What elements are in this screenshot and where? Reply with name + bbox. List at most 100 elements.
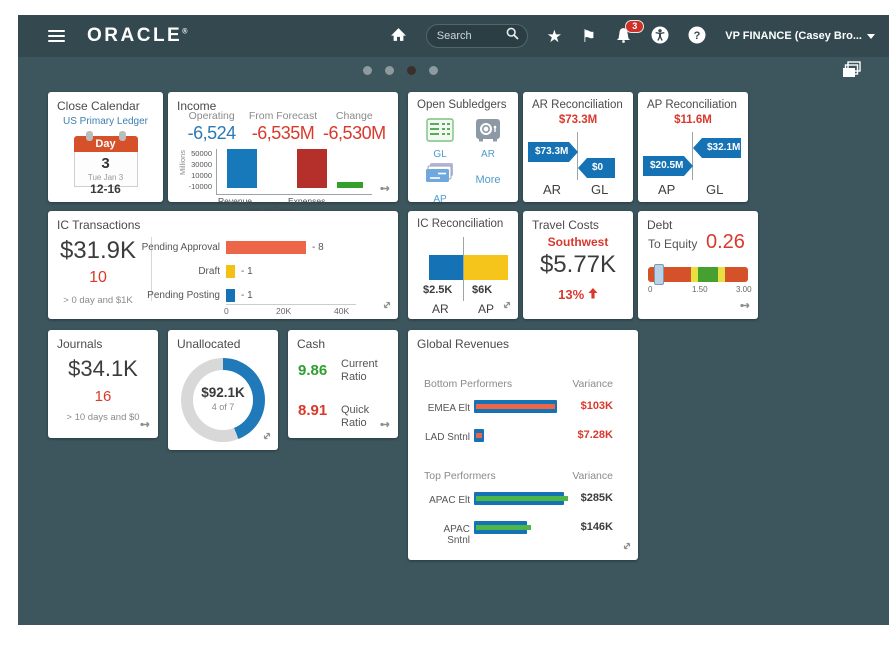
right-label: GL: [706, 182, 724, 197]
bar-row-label: Pending Posting: [147, 290, 220, 301]
card-title: Global Revenues: [417, 337, 510, 351]
search-box[interactable]: [425, 24, 528, 48]
accessibility-icon[interactable]: [651, 26, 669, 47]
metric-value: -6,524: [187, 123, 237, 143]
donut-caption: 4 of 7: [211, 402, 235, 412]
bar-income: [337, 182, 363, 188]
quick-ratio-value: 8.91: [298, 402, 328, 419]
user-menu-caret-icon: [867, 33, 875, 39]
left-label: AR: [543, 182, 562, 197]
card-debt: Debt To Equity 0.26 0 1.50 3.00: [638, 211, 758, 319]
card-cash: Cash 9.86 Current Ratio 8.91 Quick Ratio: [288, 330, 398, 438]
income-bar-chart: [216, 149, 372, 195]
current-ratio-value: 9.86: [298, 362, 328, 379]
expand-icon[interactable]: [382, 297, 392, 315]
reconciliation-difference: $73.3M: [558, 114, 598, 126]
card-ic-reconciliation: IC Reconciliation $2.5K $6K AR AP: [408, 211, 518, 319]
change-percent: 13%: [523, 287, 633, 302]
left-label: AP: [658, 182, 676, 197]
bar-apac-sntnl: [474, 521, 531, 534]
expand-icon[interactable]: [622, 538, 632, 556]
row-label: APAC Sntnl: [443, 524, 471, 546]
reconciliation-difference: $11.6M: [674, 114, 712, 126]
bar-revenue: [227, 149, 257, 188]
divider-line: [463, 237, 464, 301]
metric-label: From Forecast: [248, 110, 318, 122]
page-dot-3-active[interactable]: [407, 66, 416, 75]
row-label: LAD Sntnl: [424, 432, 470, 443]
card-title: Journals: [57, 337, 103, 351]
expand-icon[interactable]: [262, 428, 272, 446]
flip-card-arrow-icon[interactable]: [740, 297, 752, 315]
bar-lad-sntnl: [474, 429, 484, 442]
metric-value: 0.26: [706, 231, 745, 253]
left-amount-tag: $73.3M: [528, 142, 578, 162]
watchlist-flag-icon[interactable]: ⚑: [581, 26, 597, 46]
page-dot-2[interactable]: [385, 66, 394, 75]
checks-icon: [425, 163, 455, 191]
bar-pending-posting: [226, 289, 235, 302]
divider-line: [151, 237, 152, 301]
right-amount-tag: $32.1M: [693, 138, 741, 158]
flip-card-arrow-icon[interactable]: [380, 180, 392, 198]
page-indicator: [363, 66, 438, 75]
metric-value: -6,535M: [251, 123, 315, 143]
count: 16: [94, 388, 112, 405]
infolet-pages-icon[interactable]: [842, 61, 862, 85]
card-title: IC Transactions: [57, 218, 141, 232]
metric-label: Change: [335, 110, 373, 122]
y-axis-ticks: 50000 30000 10000 -10000: [188, 149, 212, 191]
amount: $31.9K: [59, 237, 137, 264]
search-icon[interactable]: [506, 27, 519, 45]
card-journals: Journals $34.1K 16 > 10 days and $0: [48, 330, 158, 438]
subledger-label: AR: [481, 149, 495, 160]
expand-icon[interactable]: [502, 297, 512, 315]
page-dot-4[interactable]: [429, 66, 438, 75]
donut-amount: $92.1K: [201, 385, 245, 400]
x-axis-tick: 20K: [276, 306, 292, 316]
count: 10: [89, 269, 107, 286]
bar-row-label: Pending Approval: [141, 242, 220, 253]
bar-pending-approval: [226, 241, 306, 254]
svg-text:?: ?: [694, 30, 701, 42]
metric-value: -6,530M: [323, 123, 386, 143]
income-metrics: Operating -6,524 From Forecast -6,535M C…: [176, 110, 390, 144]
favorites-star-icon[interactable]: ★: [546, 26, 563, 46]
navigator-menu-icon[interactable]: [48, 27, 65, 45]
card-ap-reconciliation: AP Reconciliation $11.6M $20.5M $32.1M A…: [638, 92, 748, 202]
flip-card-arrow-icon[interactable]: [140, 416, 152, 434]
ledger-link[interactable]: US Primary Ledger: [62, 116, 149, 127]
bar-row-label: Draft: [198, 266, 220, 277]
subledger-gl[interactable]: GL: [418, 118, 462, 160]
bar-label: AP: [478, 302, 495, 316]
user-menu[interactable]: VP FINANCE (Casey Bro...: [725, 30, 875, 42]
card-title: Close Calendar: [57, 99, 140, 113]
quick-ratio-label: Quick Ratio: [341, 404, 370, 430]
subledgers-more-link[interactable]: More: [466, 172, 510, 186]
calendar-icon: Day 3 Tue Jan 3: [73, 131, 138, 187]
home-icon[interactable]: [390, 27, 407, 45]
notifications-bell-icon[interactable]: 3: [615, 19, 645, 46]
x-axis-line: [226, 304, 356, 305]
amount: $5.77K: [539, 251, 617, 278]
section-header: Bottom Performers: [424, 378, 513, 390]
divider-line: [692, 132, 693, 180]
section-header: Top Performers: [424, 470, 496, 482]
gauge-marker[interactable]: [654, 264, 664, 285]
calendar-day-label: Tue Jan 3: [87, 173, 124, 182]
variance-header: Variance: [572, 378, 613, 390]
notification-count-badge: 3: [625, 19, 645, 33]
subledger-ap[interactable]: AP: [418, 162, 462, 205]
x-axis-tick: 0: [224, 306, 229, 316]
ledger-grid-icon: [426, 118, 454, 146]
help-icon[interactable]: ?: [688, 26, 706, 47]
page-dot-1[interactable]: [363, 66, 372, 75]
top-navigation-bar: ORACLE® ★ ⚑ 3 ? V: [18, 15, 889, 57]
card-title: Travel Costs: [532, 218, 599, 232]
x-axis-tick: 40K: [334, 306, 350, 316]
flip-card-arrow-icon[interactable]: [380, 416, 392, 434]
search-input[interactable]: [436, 30, 506, 42]
card-open-subledgers: Open Subledgers GL AR AP More: [408, 92, 518, 205]
subledger-ar[interactable]: AR: [466, 118, 510, 160]
current-ratio-label: Current Ratio: [341, 358, 378, 384]
